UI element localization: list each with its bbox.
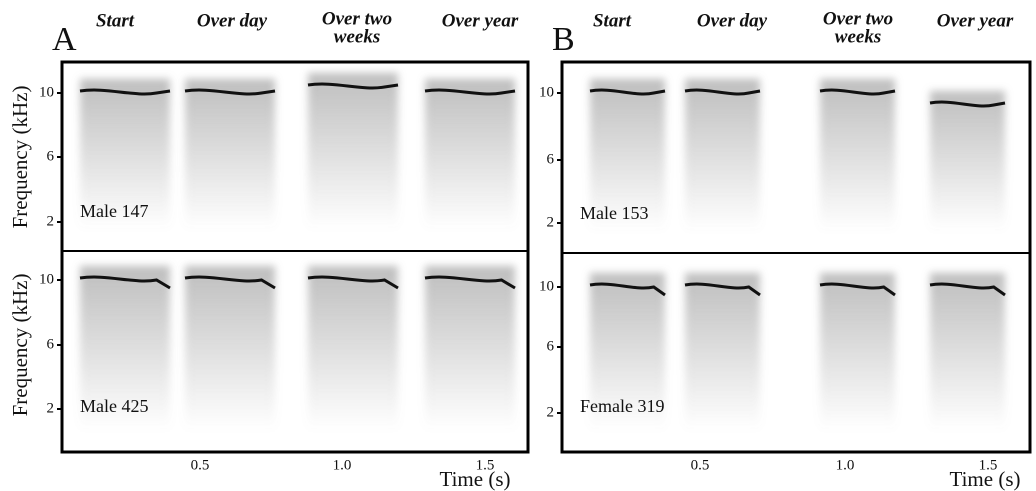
column-title: Over year bbox=[442, 10, 519, 31]
spectrogram-noise bbox=[185, 79, 275, 229]
individual-label: Male 425 bbox=[80, 396, 148, 416]
spectrogram-trace bbox=[589, 88, 666, 96]
x-tick-label: 1.0 bbox=[333, 457, 352, 473]
spectrogram-noise bbox=[685, 79, 760, 231]
x-tick-label: 0.5 bbox=[691, 457, 710, 473]
spectrogram-noise bbox=[425, 266, 515, 430]
y-tick-label: 2 bbox=[47, 400, 55, 416]
column-title: weeks bbox=[835, 26, 881, 47]
spectrogram-noise bbox=[930, 273, 1005, 430]
spectrogram-trace bbox=[79, 88, 171, 96]
spectrogram-noise bbox=[820, 273, 895, 430]
spectrogram-noise bbox=[820, 79, 895, 231]
panel-letter: B bbox=[552, 21, 575, 58]
x-tick-label: 1.0 bbox=[836, 457, 855, 473]
x-tick-label: 1.5 bbox=[476, 457, 495, 473]
y-tick-label: 10 bbox=[39, 271, 54, 287]
spectrogram-trace bbox=[424, 275, 516, 290]
column-title: Start bbox=[96, 10, 135, 31]
y-tick-label: 2 bbox=[47, 213, 55, 229]
y-tick-label: 6 bbox=[47, 336, 55, 352]
column-title: weeks bbox=[334, 26, 380, 47]
y-tick-label: 10 bbox=[39, 84, 54, 100]
spectrogram-noise bbox=[425, 79, 515, 229]
y-axis-label: Frequency (kHz) bbox=[8, 86, 32, 229]
column-title: Over two bbox=[322, 8, 392, 29]
spectrogram-noise bbox=[308, 266, 398, 430]
spectrogram-noise bbox=[930, 91, 1005, 231]
individual-label: Male 153 bbox=[580, 203, 648, 223]
column-title: Over two bbox=[823, 8, 893, 29]
spectrogram-trace bbox=[819, 282, 896, 297]
spectrogram-noise bbox=[185, 266, 275, 430]
spectrogram-noise bbox=[590, 79, 665, 231]
y-axis-label: Frequency (kHz) bbox=[8, 274, 32, 417]
y-tick-label: 10 bbox=[539, 278, 554, 294]
spectrogram-trace bbox=[184, 275, 276, 290]
y-tick-label: 10 bbox=[539, 84, 554, 100]
spectrogram-trace bbox=[424, 88, 516, 96]
panel-frame bbox=[560, 60, 1032, 454]
spectrogram-trace bbox=[684, 88, 761, 96]
x-tick-label: 1.5 bbox=[979, 457, 998, 473]
spectrogram-noise bbox=[685, 273, 760, 430]
spectrogram-trace bbox=[184, 88, 276, 96]
spectrogram-trace bbox=[79, 275, 171, 290]
x-axis-label: Time (s) bbox=[950, 467, 1021, 491]
panel-letter: A bbox=[52, 21, 77, 58]
spectrogram-noise bbox=[308, 73, 398, 229]
y-tick-label: 2 bbox=[547, 214, 555, 230]
spectrogram-trace bbox=[819, 88, 896, 96]
panel-frame bbox=[60, 60, 530, 454]
spectrogram-noise bbox=[590, 273, 665, 430]
spectrogram-trace bbox=[929, 282, 1006, 297]
column-title: Over year bbox=[937, 10, 1014, 31]
y-tick-label: 6 bbox=[47, 148, 55, 164]
column-title: Start bbox=[593, 10, 632, 31]
column-title: Over day bbox=[197, 10, 268, 31]
spectrogram-trace bbox=[589, 282, 666, 297]
spectrogram-noise bbox=[80, 266, 170, 430]
spectrogram-trace bbox=[307, 275, 399, 290]
y-tick-label: 2 bbox=[547, 404, 555, 420]
y-tick-label: 6 bbox=[547, 151, 555, 167]
x-axis-label: Time (s) bbox=[440, 467, 511, 491]
spectrogram-trace bbox=[684, 282, 761, 297]
individual-label: Male 147 bbox=[80, 201, 148, 221]
y-tick-label: 6 bbox=[547, 338, 555, 354]
spectrogram-trace bbox=[929, 100, 1006, 108]
x-tick-label: 0.5 bbox=[191, 457, 210, 473]
spectrogram-noise bbox=[80, 79, 170, 229]
column-title: Over day bbox=[697, 10, 768, 31]
individual-label: Female 319 bbox=[580, 396, 664, 416]
spectrogram-trace bbox=[307, 82, 399, 90]
